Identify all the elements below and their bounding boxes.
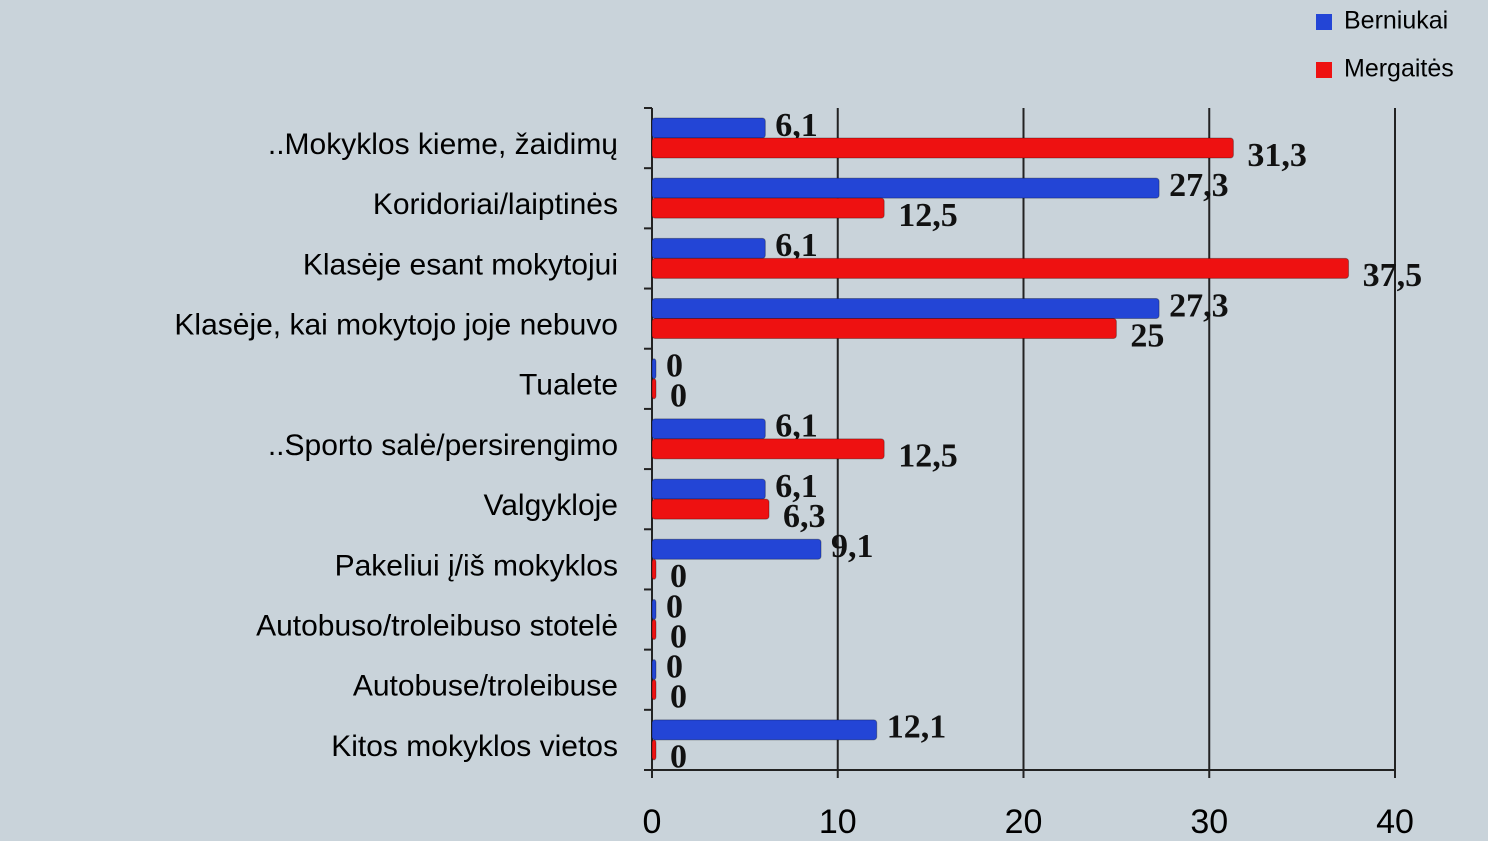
data-label: 0 [670, 558, 687, 595]
bar [651, 538, 822, 560]
data-label: 6,1 [775, 408, 818, 445]
bar [651, 318, 1117, 340]
y-tick-label: Valgykloje [483, 489, 618, 522]
data-label: 6,1 [775, 227, 818, 264]
data-label: 6,1 [775, 468, 818, 505]
data-label: 0 [666, 648, 683, 685]
bar [651, 358, 657, 380]
bar [651, 719, 878, 741]
bar [651, 117, 766, 139]
legend-swatch [1316, 14, 1332, 30]
data-label: 9,1 [831, 528, 874, 565]
data-label: 25 [1130, 317, 1164, 354]
data-label: 6,3 [783, 498, 826, 535]
bar [651, 418, 766, 440]
data-label: 0 [666, 348, 683, 385]
y-tick-label: Klasėje, kai mokytojo joje nebuvo [174, 309, 618, 342]
x-tick-label: 20 [1005, 803, 1043, 841]
y-tick-label: Autobuse/troleibuse [353, 670, 618, 703]
y-tick-label: Klasėje esant mokytojui [303, 248, 618, 281]
bar [651, 177, 1160, 199]
legend-label: Berniukai [1344, 7, 1448, 35]
y-tick-label: Pakeliui į/iš mokyklos [335, 549, 618, 582]
bar [651, 438, 885, 460]
bar [651, 478, 766, 500]
bar [651, 618, 657, 640]
y-tick-label: Kitos mokyklos vietos [331, 730, 618, 763]
x-tick-label: 40 [1376, 803, 1414, 841]
x-tick-label: 30 [1190, 803, 1228, 841]
data-label: 37,5 [1363, 257, 1423, 294]
bar [651, 298, 1160, 320]
data-label: 27,3 [1169, 287, 1229, 324]
bar [651, 679, 657, 701]
bar [651, 197, 885, 219]
data-label: 31,3 [1247, 137, 1307, 174]
data-label: 27,3 [1169, 167, 1229, 204]
data-label: 12,5 [898, 197, 958, 234]
data-label: 0 [670, 378, 687, 415]
data-label: 12,5 [898, 438, 958, 475]
bar [651, 257, 1350, 279]
y-tick-label: ..Mokyklos kieme, žaidimų [268, 128, 618, 161]
x-tick-label: 0 [643, 803, 662, 841]
y-tick-label: Tualete [519, 369, 618, 402]
bar [651, 659, 657, 681]
legend-swatch [1316, 62, 1332, 78]
bar [651, 598, 657, 620]
bar [651, 739, 657, 761]
x-tick-label: 10 [819, 803, 857, 841]
data-label: 6,1 [775, 107, 818, 144]
bar [651, 498, 770, 520]
data-label: 12,1 [887, 709, 947, 746]
data-label: 0 [670, 739, 687, 776]
data-label: 0 [666, 588, 683, 625]
bar [651, 137, 1234, 159]
bar [651, 237, 766, 259]
legend-label: Mergaitės [1344, 55, 1454, 83]
bar [651, 558, 657, 580]
bar [651, 378, 657, 400]
y-tick-label: Koridoriai/laiptinės [373, 188, 618, 221]
data-label: 0 [670, 618, 687, 655]
data-label: 0 [670, 678, 687, 715]
y-tick-label: ..Sporto salė/persirengimo [268, 429, 618, 462]
y-tick-label: Autobuso/troleibuso stotelė [256, 609, 618, 642]
